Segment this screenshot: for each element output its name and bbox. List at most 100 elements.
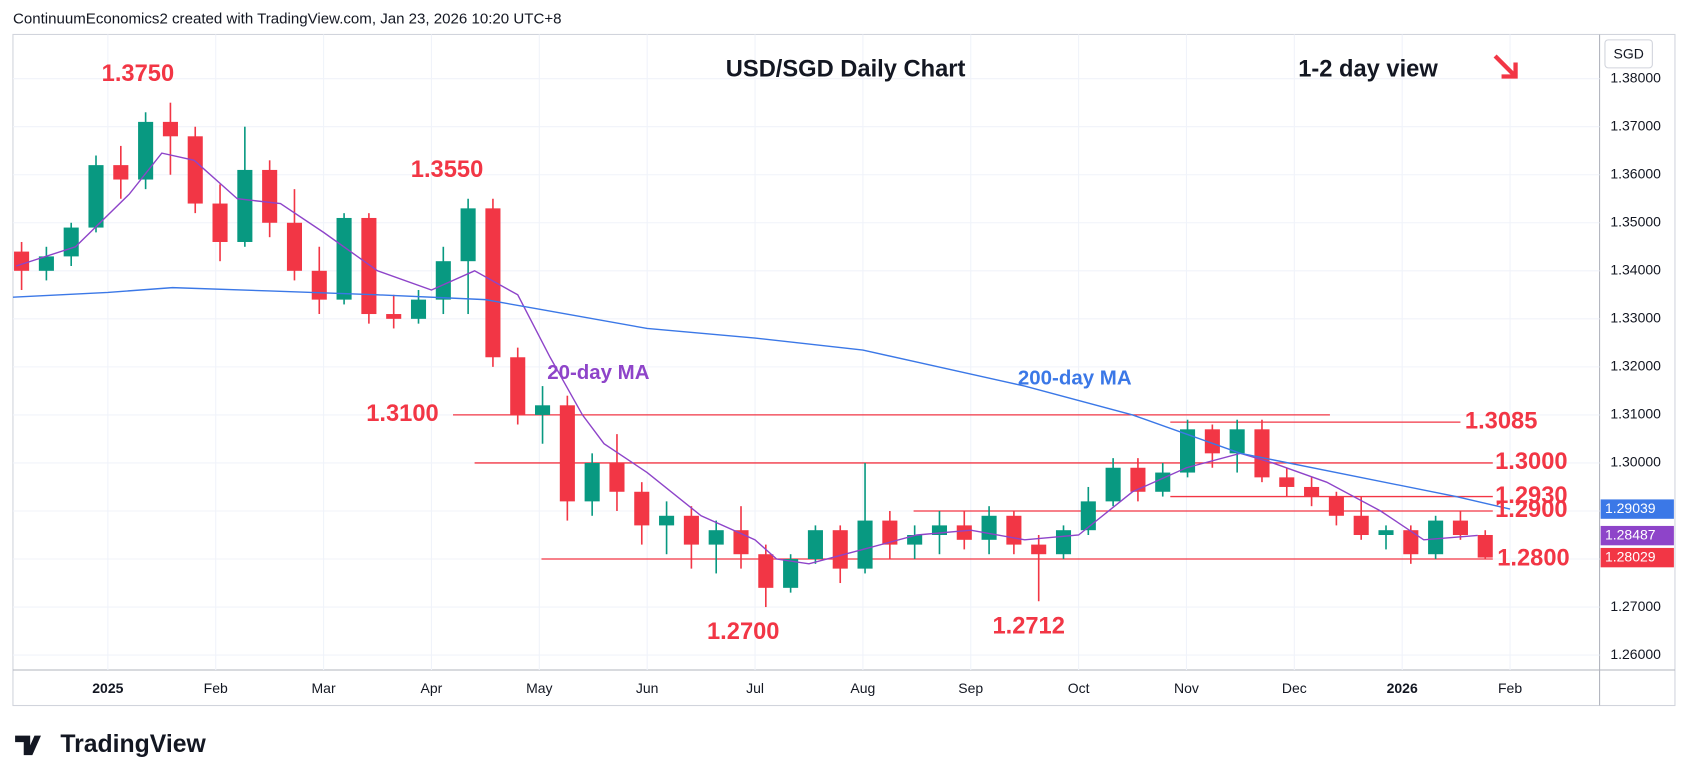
y-tick-label: 1.31000	[1610, 406, 1661, 422]
candle-body	[1403, 530, 1419, 555]
candle-body	[1279, 477, 1295, 487]
x-tick-label: Mar	[312, 680, 336, 696]
y-tick-label: 1.26000	[1610, 646, 1661, 662]
x-tick-label: Nov	[1174, 680, 1199, 696]
x-tick-label: Jul	[746, 680, 764, 696]
candle-body	[907, 534, 923, 545]
candle-body	[1452, 520, 1468, 535]
extreme-label: 1.2700	[707, 619, 779, 645]
y-tick-label: 1.36000	[1610, 165, 1661, 181]
x-tick-label: Apr	[421, 680, 443, 696]
candle-body	[857, 520, 873, 569]
candle-body	[162, 121, 178, 137]
price-tag-label: 1.28029	[1605, 548, 1656, 564]
x-tick-label: Sep	[958, 680, 983, 696]
candle-body	[807, 530, 823, 560]
price-tag	[1600, 547, 1674, 568]
x-tick-label: Dec	[1282, 680, 1307, 696]
candle-body	[559, 405, 575, 502]
extreme-label: 1.3550	[411, 157, 483, 183]
candle-body	[88, 165, 104, 228]
candle-body	[1204, 429, 1220, 454]
chart-title: USD/SGD Daily Chart	[726, 56, 966, 82]
candle-body	[1105, 467, 1121, 502]
candle-body	[460, 208, 476, 262]
price-tag-label: 1.28487	[1605, 526, 1656, 542]
candle-body	[832, 530, 848, 569]
candle-body	[1229, 429, 1245, 454]
x-tick-label: Feb	[1498, 680, 1522, 696]
candle-body	[733, 530, 749, 555]
x-tick-label: 2025	[92, 680, 123, 696]
candle-body	[311, 270, 327, 300]
price-tag	[1600, 525, 1674, 546]
candle-body	[1180, 429, 1196, 473]
y-tick-label: 1.32000	[1610, 358, 1661, 374]
y-tick-label: 1.34000	[1610, 262, 1661, 278]
candle-body	[14, 251, 30, 271]
candle-body	[882, 520, 898, 545]
candle-body	[1378, 530, 1394, 535]
candle-body	[609, 462, 625, 492]
candle-body	[1304, 486, 1320, 497]
candle-body	[38, 256, 54, 271]
candle-body	[535, 405, 551, 415]
y-tick-label: 1.27000	[1610, 598, 1661, 614]
price-tag	[1600, 499, 1674, 519]
candle-body	[410, 299, 427, 319]
logo-text: TradingView	[60, 731, 206, 758]
candle-body	[981, 515, 997, 540]
candle-body	[386, 314, 402, 319]
candle-body	[138, 121, 154, 180]
candle-body	[783, 559, 799, 588]
y-tick-label: 1.35000	[1610, 213, 1661, 229]
candle-body	[435, 261, 451, 300]
x-tick-label: Oct	[1068, 680, 1090, 696]
extreme-label: 1.3750	[102, 61, 174, 87]
candle-body	[212, 203, 228, 242]
header: ContinuumEconomics2 created with Trading…	[13, 10, 562, 27]
chart-subtitle: 1-2 day view	[1298, 56, 1438, 82]
x-tick-label: Aug	[850, 680, 875, 696]
level-label: 1.2800	[1497, 545, 1569, 571]
candle-body	[1477, 534, 1493, 558]
candle-body	[634, 491, 650, 526]
y-tick-label: 1.33000	[1610, 310, 1661, 326]
candle-body	[584, 462, 600, 502]
y-tick-label: 1.37000	[1610, 117, 1661, 133]
candle-body	[1055, 530, 1072, 555]
candle-body	[336, 217, 352, 300]
candle-body	[510, 357, 526, 415]
candle-body	[956, 525, 972, 540]
plot	[12, 102, 1511, 608]
candle-body	[1080, 501, 1096, 531]
candle-body	[1006, 515, 1022, 545]
level-label: 1.2900	[1495, 497, 1567, 523]
candle-body	[1353, 515, 1369, 535]
x-tick-label: Jun	[636, 680, 659, 696]
x-tick-label: May	[526, 680, 552, 696]
candle-body	[758, 554, 774, 588]
series-label: 200-day MA	[1018, 367, 1132, 390]
level-label: 1.3000	[1495, 449, 1567, 475]
candle-body	[361, 217, 377, 315]
level-label: 1.2930	[1495, 483, 1567, 509]
y-tick-label: 1.30000	[1610, 454, 1661, 470]
candle-body	[1254, 429, 1270, 478]
moving-average	[12, 286, 1511, 510]
grid	[12, 34, 1600, 670]
candle-body	[659, 515, 675, 526]
extreme-label: 1.2712	[992, 613, 1064, 639]
candle-body	[931, 525, 948, 535]
x-tick-label: 2026	[1387, 680, 1418, 696]
candle-body	[63, 227, 79, 257]
candle-body	[262, 169, 278, 223]
level-label: 1.3085	[1465, 408, 1537, 434]
candle-body	[113, 165, 129, 180]
y-tick-label: 1.38000	[1610, 69, 1661, 85]
currency-box	[1604, 39, 1653, 69]
currency: SGD	[1613, 46, 1643, 62]
moving-average	[15, 152, 1478, 565]
x-tick-label: Feb	[204, 680, 228, 696]
